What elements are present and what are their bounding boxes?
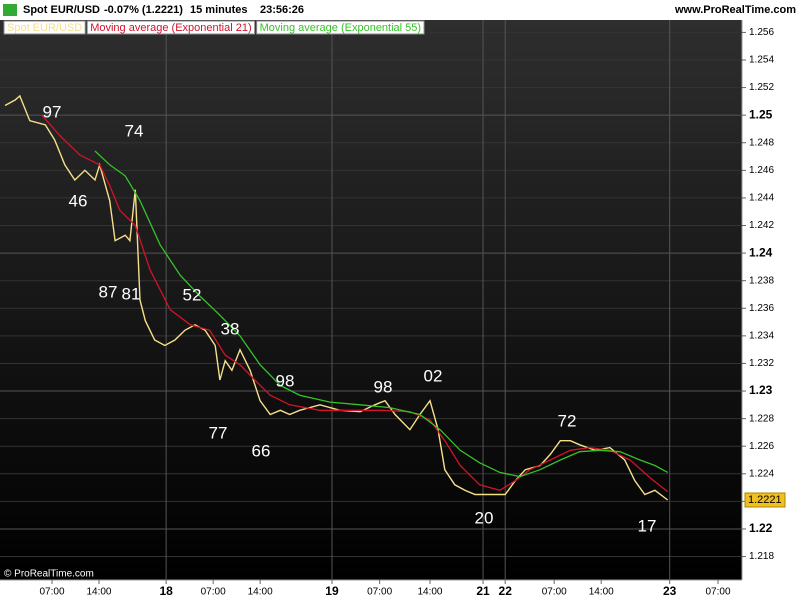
y-tick-label: 1.218 bbox=[749, 551, 774, 562]
plot bbox=[0, 20, 742, 580]
y-tick-label: 1.232 bbox=[749, 358, 774, 369]
y-tick-label: 1.224 bbox=[749, 468, 774, 479]
y-tick-label: 1.254 bbox=[749, 55, 774, 66]
annotation: 97 bbox=[43, 102, 62, 121]
x-tick-label: 07:00 bbox=[367, 587, 392, 598]
x-tick-label: 14:00 bbox=[248, 587, 273, 598]
icon bbox=[3, 4, 17, 16]
annotation: 98 bbox=[276, 371, 295, 390]
legend-label: Spot EUR/USD bbox=[7, 22, 82, 34]
y-tick-label: 1.242 bbox=[749, 220, 774, 231]
x-tick-label: 14:00 bbox=[86, 587, 111, 598]
x-tick-label: 21 bbox=[476, 584, 490, 598]
last-price-label: 1.2221 bbox=[748, 494, 782, 506]
y-tick-label: 1.228 bbox=[749, 413, 774, 424]
x-tick-label: 07:00 bbox=[706, 587, 731, 598]
annotation: 98 bbox=[374, 377, 393, 396]
interval: 15 minutes bbox=[190, 4, 247, 16]
legend-box bbox=[256, 20, 425, 35]
annotation: 46 bbox=[69, 191, 88, 210]
annotation: 77 bbox=[209, 423, 228, 442]
annotation: 02 bbox=[424, 366, 443, 385]
x-tick-label: 19 bbox=[325, 584, 339, 598]
annotation: 38 bbox=[221, 319, 240, 338]
legend-label: Moving average (Exponential 21) bbox=[90, 22, 251, 34]
y-tick-label: 1.246 bbox=[749, 165, 774, 176]
y-tick-label: 1.234 bbox=[749, 331, 774, 342]
y-tick-label: 1.252 bbox=[749, 82, 774, 93]
annotation: 17 bbox=[638, 516, 657, 535]
y-tick-label: 1.238 bbox=[749, 275, 774, 286]
footer: © ProRealTime.com bbox=[4, 569, 94, 580]
annotation: 20 bbox=[475, 508, 494, 527]
y-tick-label: 1.24 bbox=[749, 245, 773, 259]
y-tick-label: 1.23 bbox=[749, 383, 773, 397]
legend-box bbox=[86, 20, 256, 35]
x-tick-label: 07:00 bbox=[39, 587, 64, 598]
y-tick-label: 1.256 bbox=[749, 27, 774, 38]
legend-label: Moving average (Exponential 55) bbox=[260, 22, 421, 34]
annotation: 52 bbox=[183, 285, 202, 304]
y-tick-label: 1.236 bbox=[749, 303, 774, 314]
y-tick-label: 1.25 bbox=[749, 107, 773, 121]
y-tick-label: 1.22 bbox=[749, 521, 773, 535]
plot-area bbox=[0, 20, 742, 580]
x-tick-label: 14:00 bbox=[417, 587, 442, 598]
series-line bbox=[41, 114, 669, 493]
series-line bbox=[94, 150, 669, 478]
time: 23:56:26 bbox=[260, 4, 304, 16]
series-line bbox=[4, 94, 669, 501]
site: www.ProRealTime.com bbox=[674, 4, 796, 16]
x-tick-label: 22 bbox=[499, 584, 513, 598]
header: Spot EUR/USD -0.07% (1.2221) 15 minutes … bbox=[3, 4, 796, 16]
y-tick-label: 1.248 bbox=[749, 137, 774, 148]
x-tick-label: 14:00 bbox=[589, 587, 614, 598]
annotation: 87 bbox=[99, 282, 118, 301]
y-tick-label: 1.244 bbox=[749, 193, 774, 204]
x-tick-label: 07:00 bbox=[542, 587, 567, 598]
legend-box bbox=[3, 20, 86, 35]
x-tick-label: 23 bbox=[663, 584, 677, 598]
x-tick-label: 07:00 bbox=[201, 587, 226, 598]
annotation: 66 bbox=[252, 441, 271, 460]
annotation: 81 bbox=[122, 284, 141, 303]
y-tick-label: 1.226 bbox=[749, 441, 774, 452]
x-tick-label: 18 bbox=[159, 584, 173, 598]
annotation: 74 bbox=[125, 121, 144, 140]
change: -0.07% (1.2221) bbox=[104, 4, 183, 16]
last-price-box bbox=[744, 492, 786, 508]
annotation: 72 bbox=[558, 411, 577, 430]
symbol: Spot EUR/USD bbox=[23, 4, 100, 16]
